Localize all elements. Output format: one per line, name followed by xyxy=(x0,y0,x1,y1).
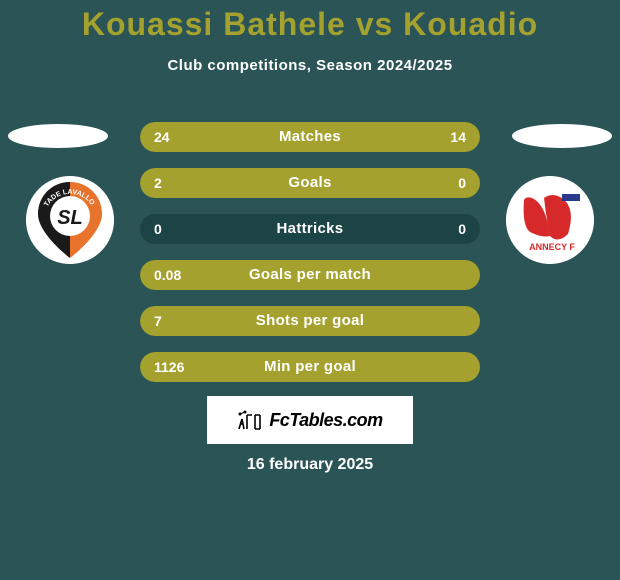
svg-text:SL: SL xyxy=(57,207,83,229)
team-logo-right: ANNECY F xyxy=(506,176,594,264)
bar-label: Min per goal xyxy=(140,352,480,382)
bar-row: 0.08Goals per match xyxy=(140,260,480,290)
bar-label: Matches xyxy=(140,122,480,152)
annecy-fc-logo-icon: ANNECY F xyxy=(506,176,594,264)
team-logo-left: SL STADE LAVALLOIS xyxy=(26,176,114,264)
fctables-label: FcTables.com xyxy=(269,410,382,431)
bar-row: 0Hattricks0 xyxy=(140,214,480,244)
bar-row: 2Goals0 xyxy=(140,168,480,198)
bar-label: Goals xyxy=(140,168,480,198)
bar-label: Goals per match xyxy=(140,260,480,290)
bar-row: 24Matches14 xyxy=(140,122,480,152)
page-title: Kouassi Bathele vs Kouadio xyxy=(0,6,620,43)
stade-lavallois-logo-icon: SL STADE LAVALLOIS xyxy=(26,176,114,264)
fctables-icon xyxy=(237,409,263,431)
bar-value-right: 0 xyxy=(458,168,466,198)
comparison-infographic: Kouassi Bathele vs Kouadio Club competit… xyxy=(0,0,620,580)
fctables-badge: FcTables.com xyxy=(207,396,413,444)
shadow-ellipse-right xyxy=(512,124,612,148)
bar-value-right: 14 xyxy=(450,122,466,152)
bar-label: Shots per goal xyxy=(140,306,480,336)
svg-text:ANNECY F: ANNECY F xyxy=(529,242,575,252)
date-label: 16 february 2025 xyxy=(0,456,620,474)
shadow-ellipse-left xyxy=(8,124,108,148)
bar-row: 1126Min per goal xyxy=(140,352,480,382)
comparison-bars: 24Matches142Goals00Hattricks00.08Goals p… xyxy=(140,122,480,398)
subtitle: Club competitions, Season 2024/2025 xyxy=(0,57,620,74)
bar-value-right: 0 xyxy=(458,214,466,244)
bar-row: 7Shots per goal xyxy=(140,306,480,336)
bar-label: Hattricks xyxy=(140,214,480,244)
